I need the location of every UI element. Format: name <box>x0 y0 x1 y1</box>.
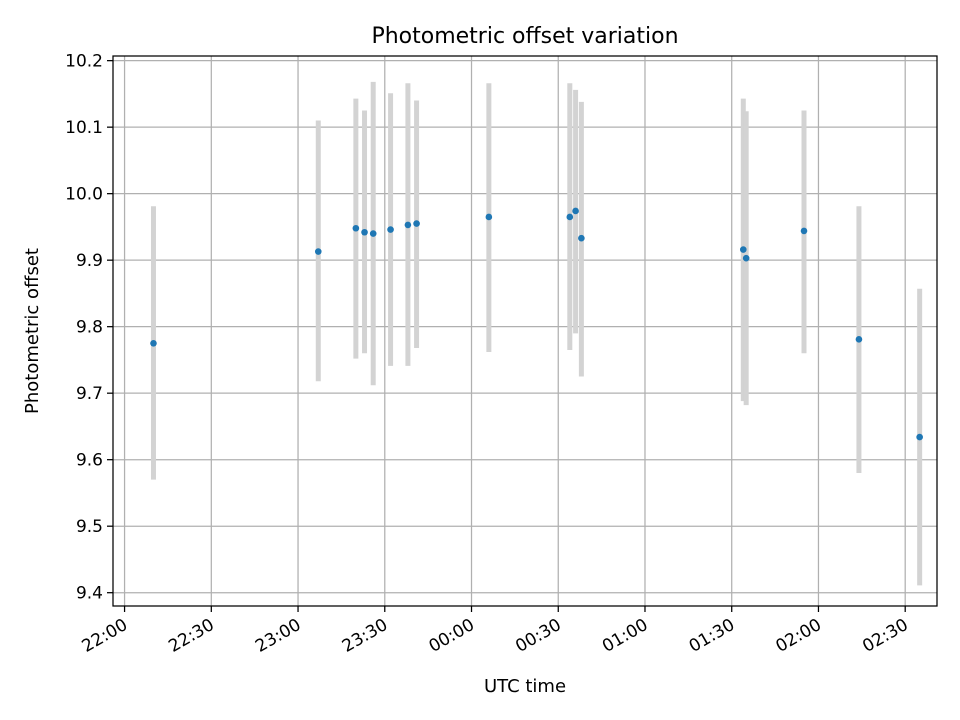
y-tick-label: 10.2 <box>65 52 103 72</box>
data-points <box>150 207 923 441</box>
x-axis-label: UTC time <box>484 676 566 697</box>
y-tick-label: 9.7 <box>76 384 103 404</box>
data-point <box>739 246 747 253</box>
data-point <box>413 220 420 227</box>
data-point <box>369 230 377 237</box>
y-axis-label: Photometric offset <box>22 248 43 414</box>
data-point <box>387 226 394 233</box>
data-point <box>485 213 493 221</box>
y-tick-label: 10.1 <box>65 118 103 138</box>
y-tick-label: 9.4 <box>76 584 103 604</box>
data-point <box>572 207 579 215</box>
data-point <box>916 433 923 441</box>
data-point <box>361 228 368 236</box>
chart-title: Photometric offset variation <box>371 24 678 49</box>
data-point <box>314 248 322 255</box>
data-point <box>800 227 808 235</box>
data-point <box>742 254 750 262</box>
y-tick-label: 9.5 <box>76 517 103 537</box>
data-point <box>404 221 412 229</box>
data-point <box>352 224 360 232</box>
plot-frame <box>112 55 938 607</box>
y-tick-label: 10.0 <box>65 185 103 205</box>
y-tick-label: 9.8 <box>76 318 103 338</box>
data-point <box>578 234 585 242</box>
data-point <box>150 340 157 347</box>
y-tick-label: 9.6 <box>76 451 103 471</box>
y-tick-label: 9.9 <box>76 251 103 271</box>
data-point <box>566 213 574 221</box>
grid <box>113 56 937 606</box>
data-point <box>855 336 863 343</box>
y-axis-ticks: 9.4 9.5 9.6 9.7 9.8 9.9 10.0 10.1 10.2 <box>65 52 113 604</box>
